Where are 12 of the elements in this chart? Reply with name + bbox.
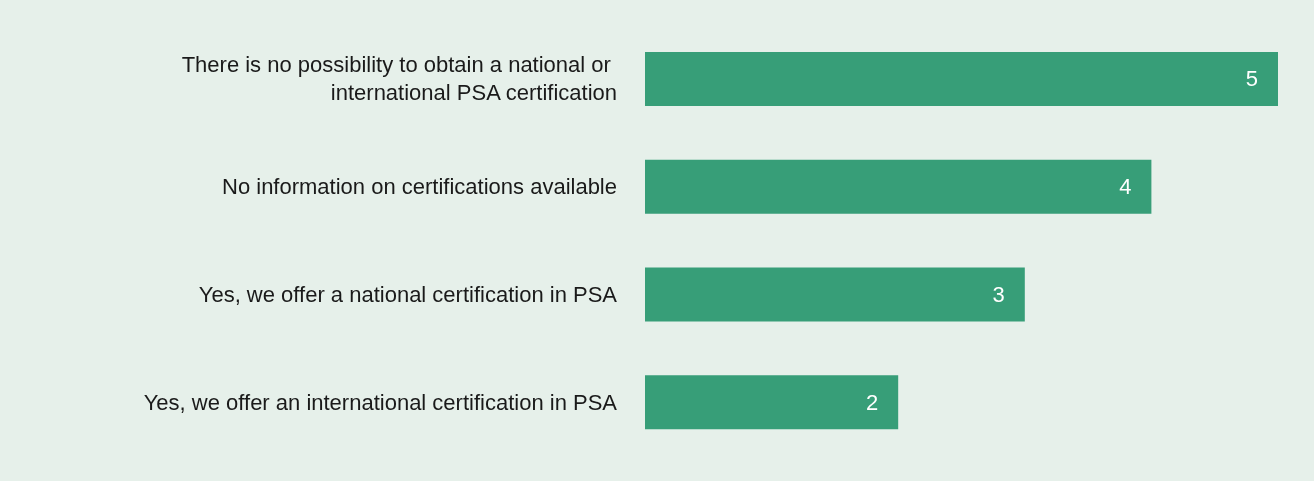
data-label: 3 <box>992 281 1005 307</box>
bar <box>645 375 899 430</box>
y-tick-label: Yes, we offer an international certification in PSA <box>143 389 618 415</box>
data-label: 2 <box>865 389 879 415</box>
bar <box>645 267 1025 322</box>
data-label: 5 <box>1245 66 1258 92</box>
y-tick-label: There is no possibility to obtain a national or international PSA certification <box>181 52 617 106</box>
bar <box>645 51 1278 106</box>
data-label: 4 <box>1119 174 1132 200</box>
y-tick-label: Yes, we offer a national certification in PSA <box>198 281 618 307</box>
bar <box>645 159 1152 214</box>
y-tick-label: No information on certifications available <box>222 174 617 200</box>
